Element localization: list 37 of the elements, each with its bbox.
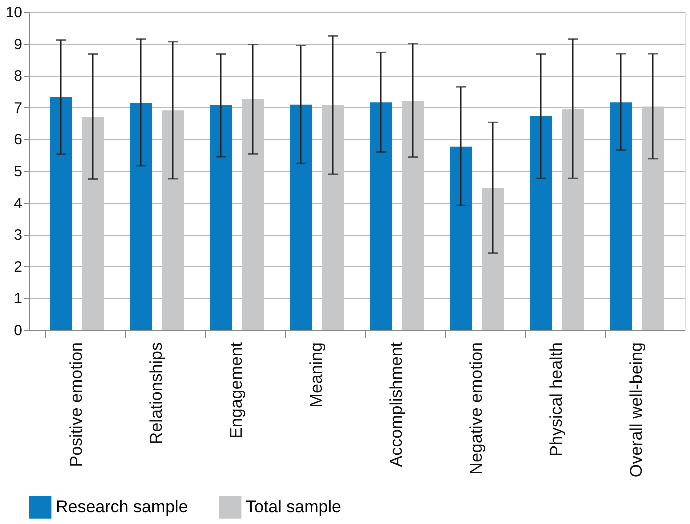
y-tick-label: 0 [14,322,22,340]
x-tick-label: Positive emotion [67,342,86,468]
bar [130,102,152,330]
x-tick-label: Relationships [147,342,166,445]
y-tick-label: 4 [14,195,22,212]
y-tick-label: 3 [14,227,22,244]
bar [402,101,424,330]
bar [82,117,104,330]
x-tick-label: Engagement [227,342,246,439]
y-tick-label: 1 [14,290,22,308]
x-tick-label: Negative emotion [467,342,486,475]
bar [370,102,392,330]
legend-label: Research sample [56,498,188,517]
y-tick-label: 6 [14,132,22,149]
x-tick-label: Overall well-being [627,342,646,478]
bar [610,102,632,330]
bar [210,105,232,330]
bar [50,98,72,330]
bar [482,188,504,330]
y-tick-label: 8 [14,68,22,86]
bar [450,146,472,330]
y-tick-label: 9 [14,36,22,54]
bar [562,109,584,330]
bar [322,105,344,330]
bar [290,104,312,330]
y-tick-label: 7 [14,100,22,117]
y-tick-label: 5 [14,164,22,180]
legend-label: Total sample [246,498,342,517]
bar [162,110,184,330]
bar [642,106,664,330]
x-tick-label: Physical health [547,342,566,457]
bar [242,99,264,330]
y-tick-label: 10 [6,4,22,22]
x-tick-label: Accomplishment [387,342,406,468]
x-tick-label: Meaning [307,342,326,408]
y-tick-label: 2 [14,258,22,276]
bar [530,116,552,330]
